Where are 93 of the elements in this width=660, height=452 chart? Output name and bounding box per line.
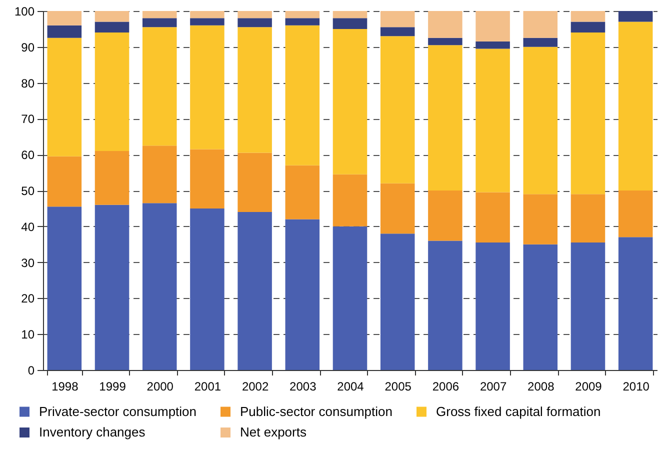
- bar: [238, 18, 272, 28]
- bar: [380, 234, 415, 370]
- x-tick-label: 2006: [432, 380, 460, 394]
- y-tick-label: 10: [21, 328, 35, 342]
- bar: [142, 203, 177, 370]
- bar: [618, 11, 653, 22]
- y-tick-label: 80: [21, 76, 35, 90]
- bar: [380, 183, 415, 234]
- y-tick-label: 70: [21, 112, 35, 126]
- y-tick-label: 50: [21, 184, 35, 198]
- bar: [523, 194, 558, 244]
- bar: [94, 204, 130, 370]
- x-tick-label: 2005: [384, 380, 412, 394]
- x-tick-label: 2007: [480, 380, 507, 394]
- bar: [94, 32, 130, 152]
- y-tick-label: 90: [21, 40, 35, 54]
- bar: [190, 11, 224, 18]
- bar: [570, 11, 606, 22]
- bar: [332, 226, 368, 370]
- x-tick-label: 2002: [242, 380, 269, 394]
- bar: [570, 22, 606, 33]
- bar: [238, 152, 272, 212]
- bar: [190, 18, 224, 26]
- bar: [142, 11, 177, 18]
- bar: [142, 18, 177, 28]
- bar: [47, 156, 82, 207]
- bar: [428, 240, 462, 370]
- legend-label: Private-sector consumption: [39, 404, 197, 419]
- legend-label: Inventory changes: [39, 424, 146, 440]
- bar: [428, 11, 462, 38]
- bar: [47, 11, 82, 26]
- bar: [190, 25, 224, 150]
- bar: [618, 22, 653, 190]
- bar: [285, 18, 320, 26]
- bar: [94, 22, 130, 33]
- bar: [380, 36, 415, 184]
- bar: [523, 46, 558, 194]
- y-tick-label: 30: [21, 256, 35, 270]
- y-tick-label: 60: [21, 148, 35, 162]
- x-tick-label: 2008: [528, 380, 555, 394]
- legend-label: Gross fixed capital formation: [436, 404, 601, 419]
- bar: [285, 25, 320, 166]
- bar: [47, 38, 82, 156]
- bar: [476, 42, 510, 49]
- x-tick-label: 1999: [99, 380, 126, 394]
- bar: [476, 192, 510, 243]
- bar: [332, 28, 368, 174]
- bar: [476, 242, 510, 370]
- bar: [618, 237, 653, 370]
- bar: [142, 146, 177, 204]
- bar: [142, 27, 177, 146]
- bar: [380, 27, 415, 36]
- y-tick-label: 0: [28, 364, 35, 378]
- bar: [285, 11, 320, 18]
- bar: [94, 11, 130, 22]
- bar: [570, 242, 606, 370]
- bar: [238, 27, 272, 153]
- bar: [570, 194, 606, 243]
- x-tick-label: 1998: [52, 380, 79, 394]
- x-tick-label: 2004: [337, 380, 364, 394]
- x-tick-label: 2003: [290, 380, 317, 394]
- x-tick-label: 2001: [194, 380, 222, 394]
- bar: [476, 11, 510, 42]
- bar: [476, 48, 510, 192]
- bar: [523, 38, 558, 47]
- bar: [428, 38, 462, 46]
- y-tick-label: 20: [21, 292, 35, 306]
- bar: [238, 212, 272, 370]
- bar: [332, 174, 368, 226]
- bar: [190, 208, 224, 370]
- x-tick-label: 2000: [146, 380, 174, 394]
- bar: [523, 11, 558, 38]
- bar: [285, 219, 320, 370]
- bar: [285, 165, 320, 220]
- y-tick-label: 40: [21, 220, 35, 234]
- bar: [618, 190, 653, 238]
- legend-label: Net exports: [240, 424, 307, 440]
- legend-label: Public-sector consumption: [240, 404, 392, 419]
- bar: [523, 244, 558, 370]
- bar: [47, 25, 82, 38]
- bar: [332, 18, 368, 29]
- bar: [428, 190, 462, 241]
- bar: [94, 151, 130, 205]
- bar: [47, 206, 82, 370]
- bar: [570, 32, 606, 194]
- x-tick-label: 2009: [575, 380, 602, 394]
- bar: [380, 11, 415, 28]
- bar: [190, 149, 224, 208]
- bar: [332, 11, 368, 18]
- y-tick-label: 100: [14, 4, 35, 18]
- bar: [428, 45, 462, 190]
- x-tick-label: 2010: [622, 380, 650, 394]
- bar: [238, 11, 272, 18]
